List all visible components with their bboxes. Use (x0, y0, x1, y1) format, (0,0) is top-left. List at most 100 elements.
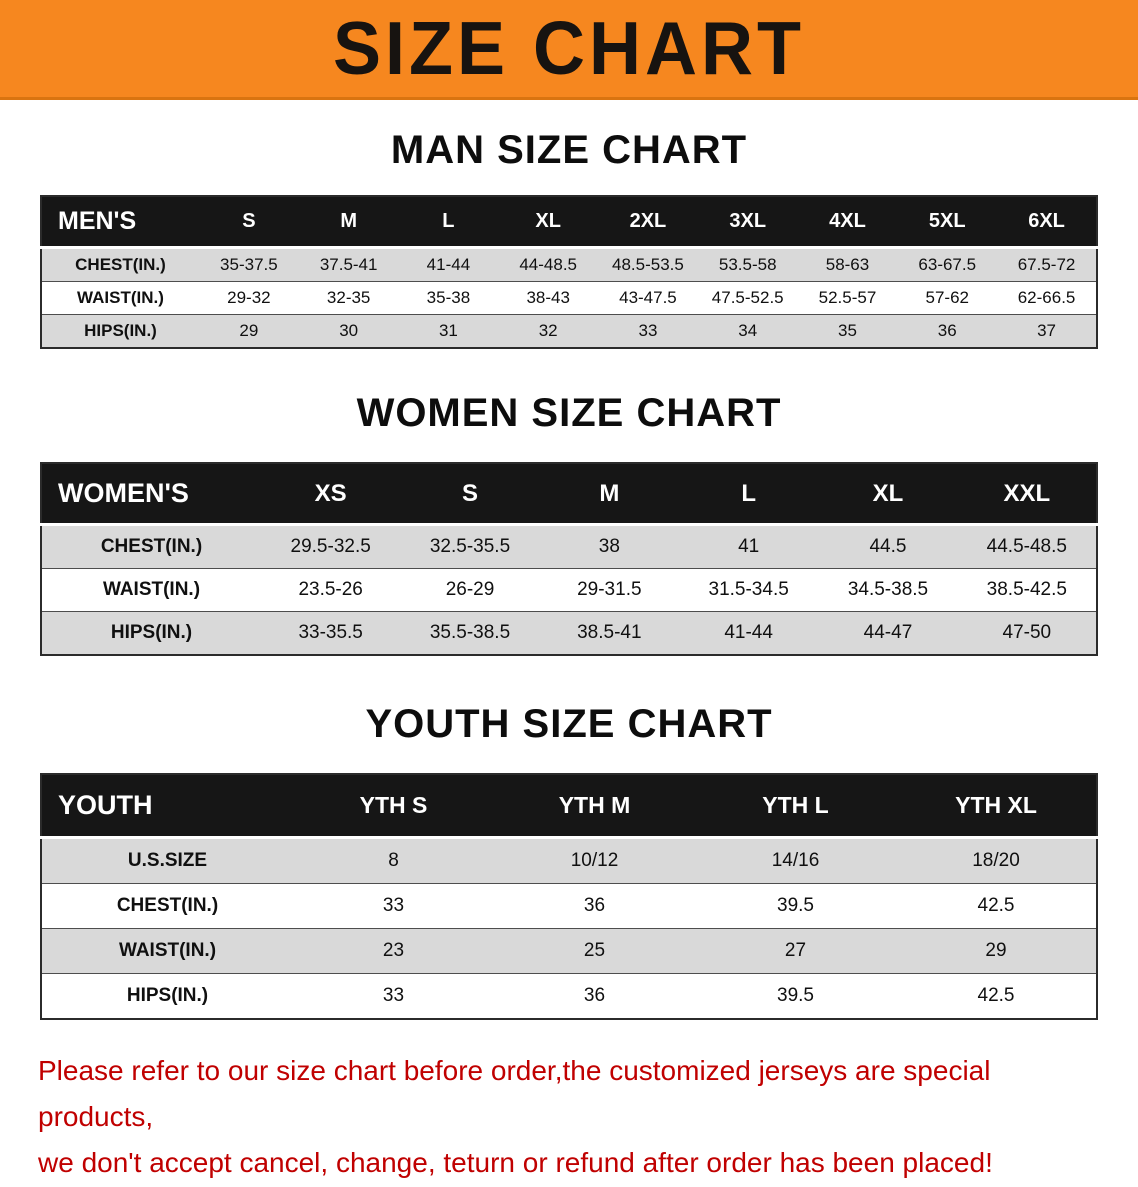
size-header-cell: M (539, 463, 679, 526)
value-cell: 36 (494, 883, 695, 929)
women-chart-heading: WOMEN SIZE CHART (356, 391, 782, 435)
row-label-cell: WAIST(IN.) (41, 928, 293, 974)
value-cell: 62-66.5 (997, 281, 1097, 315)
table-title-cell: MEN'S (41, 196, 199, 249)
youth-chart-heading: YOUTH SIZE CHART (365, 702, 773, 746)
value-cell: 43-47.5 (598, 281, 698, 315)
value-cell: 33 (293, 883, 494, 929)
value-cell: 29-32 (199, 281, 299, 315)
value-cell: 14/16 (695, 837, 896, 884)
value-cell: 26-29 (400, 568, 540, 612)
value-cell: 39.5 (695, 973, 896, 1019)
value-cell: 34 (697, 314, 798, 348)
row-label-cell: U.S.SIZE (41, 837, 293, 884)
value-cell: 44-48.5 (498, 247, 599, 282)
value-cell: 57-62 (897, 281, 998, 315)
value-cell: 32.5-35.5 (400, 524, 540, 569)
size-chart-banner: SIZE CHART (0, 0, 1138, 100)
value-cell: 38.5-42.5 (957, 568, 1097, 612)
value-cell: 23 (293, 928, 494, 974)
size-header-cell: XL (498, 196, 599, 249)
value-cell: 29.5-32.5 (261, 524, 401, 569)
size-header-cell: XXL (957, 463, 1097, 526)
row-label-cell: CHEST(IN.) (41, 524, 261, 569)
value-cell: 27 (695, 928, 896, 974)
row-label-cell: HIPS(IN.) (41, 611, 261, 655)
table-row: WAIST(IN.) 23.5-26 26-29 29-31.5 31.5-34.5 34… (41, 568, 1097, 612)
value-cell: 35-38 (398, 281, 499, 315)
value-cell: 37 (997, 314, 1097, 348)
table-row: WAIST(IN.) 29-32 32-35 35-38 38-43 43-47.5 47.… (41, 281, 1097, 315)
value-cell: 67.5-72 (997, 247, 1097, 282)
women-size-table: WOMEN'S XS S M L XL XXL CHEST(IN.) 29.5-32.5 32.5… (40, 462, 1098, 656)
table-header-row: MEN'S S M L XL 2XL 3XL 4XL 5XL 6XL (41, 196, 1097, 249)
size-header-cell: YTH M (494, 774, 695, 839)
disclaimer-line-2: we don't accept cancel, change, teturn o… (38, 1147, 993, 1179)
value-cell: 23.5-26 (261, 568, 401, 612)
table-row: CHEST(IN.) 33 36 39.5 42.5 (41, 883, 1097, 929)
value-cell: 44.5 (818, 524, 958, 569)
size-header-cell: XS (261, 463, 401, 526)
value-cell: 35-37.5 (199, 247, 299, 282)
men-size-table: MEN'S S M L XL 2XL 3XL 4XL 5XL 6XL CHEST(IN.) 35-37… (40, 195, 1098, 349)
value-cell: 29 (896, 928, 1097, 974)
table-title-cell: YOUTH (41, 774, 293, 839)
table-title-cell: WOMEN'S (41, 463, 261, 526)
value-cell: 41-44 (398, 247, 499, 282)
women-size-section: WOMEN SIZE CHART WOMEN'S XS S M L XL XXL CHEST(… (0, 391, 1138, 656)
size-header-cell: S (400, 463, 540, 526)
row-label-cell: WAIST(IN.) (41, 281, 199, 315)
value-cell: 38-43 (498, 281, 599, 315)
table-row: HIPS(IN.) 33-35.5 35.5-38.5 38.5-41 41-44 44-… (41, 611, 1097, 655)
value-cell: 18/20 (896, 837, 1097, 884)
value-cell: 36 (494, 973, 695, 1019)
value-cell: 42.5 (896, 883, 1097, 929)
disclaimer-line-1: Please refer to our size chart before or… (38, 1055, 991, 1133)
value-cell: 10/12 (494, 837, 695, 884)
value-cell: 47-50 (957, 611, 1097, 655)
value-cell: 33-35.5 (261, 611, 401, 655)
value-cell: 41-44 (678, 611, 819, 655)
value-cell: 44-47 (818, 611, 958, 655)
value-cell: 30 (298, 314, 399, 348)
value-cell: 53.5-58 (697, 247, 798, 282)
size-header-cell: 2XL (598, 196, 698, 249)
value-cell: 32-35 (298, 281, 399, 315)
size-header-cell: 4XL (797, 196, 898, 249)
value-cell: 29-31.5 (539, 568, 679, 612)
value-cell: 47.5-52.5 (697, 281, 798, 315)
row-label-cell: CHEST(IN.) (41, 883, 293, 929)
value-cell: 48.5-53.5 (598, 247, 698, 282)
value-cell: 38.5-41 (539, 611, 679, 655)
value-cell: 41 (678, 524, 819, 569)
size-header-cell: XL (818, 463, 958, 526)
value-cell: 38 (539, 524, 679, 569)
table-row: CHEST(IN.) 35-37.5 37.5-41 41-44 44-48.5 48.5… (41, 247, 1097, 282)
value-cell: 52.5-57 (797, 281, 898, 315)
table-row: HIPS(IN.) 29 30 31 32 33 34 35 36 37 (41, 314, 1097, 348)
value-cell: 32 (498, 314, 599, 348)
row-label-cell: WAIST(IN.) (41, 568, 261, 612)
page-title: SIZE CHART (333, 6, 805, 91)
size-header-cell: L (678, 463, 819, 526)
size-header-cell: YTH L (695, 774, 896, 839)
youth-size-section: YOUTH SIZE CHART YOUTH YTH S YTH M YTH L YTH… (0, 702, 1138, 1020)
value-cell: 58-63 (797, 247, 898, 282)
value-cell: 31.5-34.5 (678, 568, 819, 612)
men-chart-heading: MAN SIZE CHART (390, 128, 748, 172)
value-cell: 33 (293, 973, 494, 1019)
size-header-cell: S (199, 196, 299, 249)
size-header-cell: 3XL (697, 196, 798, 249)
value-cell: 29 (199, 314, 299, 348)
value-cell: 39.5 (695, 883, 896, 929)
size-header-cell: YTH S (293, 774, 494, 839)
value-cell: 35.5-38.5 (400, 611, 540, 655)
table-header-row: WOMEN'S XS S M L XL XXL (41, 463, 1097, 526)
value-cell: 37.5-41 (298, 247, 399, 282)
size-header-cell: 6XL (997, 196, 1097, 249)
table-header-row: YOUTH YTH S YTH M YTH L YTH XL (41, 774, 1097, 839)
row-label-cell: HIPS(IN.) (41, 973, 293, 1019)
disclaimer-note: Please refer to our size chart before or… (38, 1048, 1100, 1187)
value-cell: 8 (293, 837, 494, 884)
